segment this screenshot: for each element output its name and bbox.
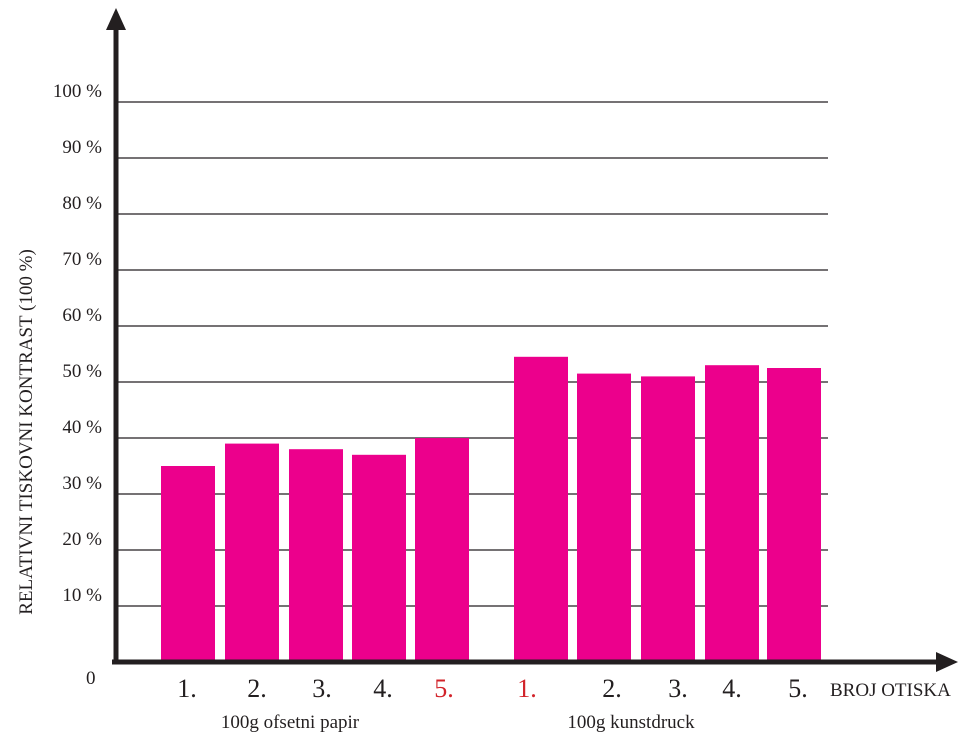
y-axis-label: RELATIVNI TISKOVNI KONTRAST (100 %) bbox=[16, 249, 37, 615]
bar-group2-5 bbox=[767, 368, 821, 662]
bar-group1-4 bbox=[352, 454, 406, 662]
category-label: 5. bbox=[434, 674, 454, 703]
bar-group1-2 bbox=[225, 443, 279, 662]
y-tick-label: 50 % bbox=[62, 361, 102, 382]
x-axis-label: BROJ OTISKA bbox=[830, 680, 951, 701]
bar-group1-3 bbox=[289, 449, 343, 662]
category-label: 5. bbox=[788, 674, 808, 703]
bar-group2-1 bbox=[514, 356, 568, 662]
bar-group2-4 bbox=[705, 365, 759, 662]
y-tick-label: 40 % bbox=[62, 417, 102, 438]
category-label: 1. bbox=[517, 674, 537, 703]
y-tick-label: 60 % bbox=[62, 305, 102, 326]
category-label: 3. bbox=[312, 674, 332, 703]
bars bbox=[161, 356, 821, 662]
group-label-ofsetni: 100g ofsetni papir bbox=[221, 712, 360, 733]
bar-group1-5 bbox=[415, 438, 469, 662]
y-tick-labels: 10 % 20 % 30 % 40 % 50 % 60 % 70 % 80 % 90 % 100 … bbox=[53, 81, 102, 606]
group-label-kunstdruck: 100g kunstdruck bbox=[567, 712, 695, 733]
x-axis-arrow-icon bbox=[936, 652, 958, 672]
y-tick-label: 100 % bbox=[53, 81, 102, 102]
y-tick-label: 90 % bbox=[62, 137, 102, 158]
category-label: 1. bbox=[177, 674, 197, 703]
bar-group1-1 bbox=[161, 466, 215, 662]
axes bbox=[106, 8, 958, 672]
y-tick-label: 80 % bbox=[62, 193, 102, 214]
bar-group2-3 bbox=[641, 376, 695, 662]
category-label: 2. bbox=[602, 674, 622, 703]
y-tick-label: 70 % bbox=[62, 249, 102, 270]
y-tick-label: 30 % bbox=[62, 473, 102, 494]
category-label: 4. bbox=[373, 674, 393, 703]
y-tick-label: 20 % bbox=[62, 529, 102, 550]
category-labels: 1. 2. 3. 4. 5. 1. 2. 3. 4. 5. bbox=[177, 674, 808, 703]
category-label: 3. bbox=[668, 674, 688, 703]
y-tick-label: 10 % bbox=[62, 585, 102, 606]
y-axis-arrow-icon bbox=[106, 8, 126, 30]
bar-group2-2 bbox=[577, 373, 631, 662]
category-label: 2. bbox=[247, 674, 267, 703]
zero-label: 0 bbox=[86, 668, 96, 689]
category-label: 4. bbox=[722, 674, 742, 703]
